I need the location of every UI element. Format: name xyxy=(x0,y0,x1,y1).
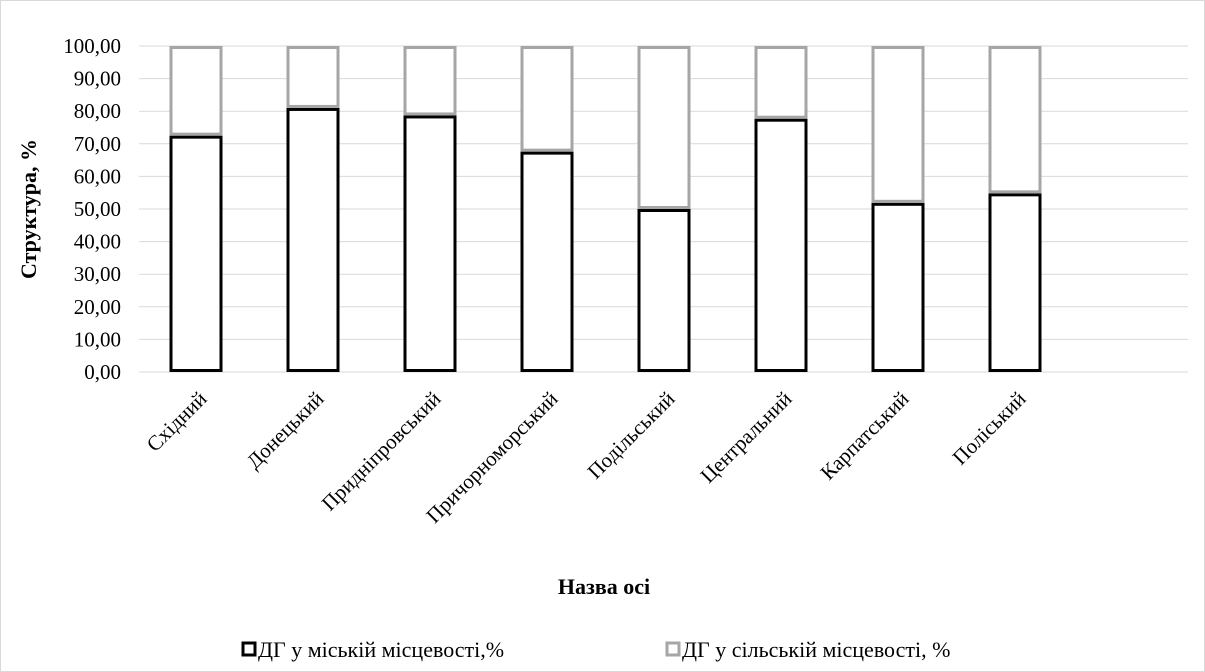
legend-swatch-urban xyxy=(241,641,257,657)
y-tick-label: 80,00 xyxy=(74,99,121,123)
y-tick-label: 60,00 xyxy=(74,164,121,188)
bar-rural xyxy=(988,46,1042,194)
y-axis-title: Структура, % xyxy=(16,139,41,279)
bar-urban xyxy=(988,193,1042,372)
bar-urban xyxy=(637,209,691,372)
x-tick-label: Донецький xyxy=(242,387,329,474)
x-tick-label: Східний xyxy=(142,387,212,457)
bar-urban xyxy=(169,135,223,372)
bar-rural xyxy=(754,46,808,119)
x-tick-label: Поліський xyxy=(948,387,1031,470)
x-axis-title: Назва осі xyxy=(558,574,650,599)
x-tick-label: Подільський xyxy=(583,387,680,484)
y-tick-label: 20,00 xyxy=(74,295,121,319)
bar-urban xyxy=(403,115,457,372)
y-tick-labels: 0,00 10,00 20,00 30,00 40,00 50,00 60,00 70,00 8… xyxy=(63,34,121,384)
y-tick-label: 50,00 xyxy=(74,197,121,221)
bar-urban xyxy=(871,202,925,372)
bar-rural xyxy=(403,46,457,116)
x-tick-label: Причорноморський xyxy=(421,387,562,528)
bar-rural xyxy=(637,46,691,209)
x-tick-labels: Східний ДонецькийПридніпровськийПричорном… xyxy=(142,387,1031,528)
x-tick-label: Центральний xyxy=(695,387,796,488)
legend-label-urban: ДГ у міській місцевості,% xyxy=(258,637,504,662)
legend-label-rural: ДГ у сільській місцевості, % xyxy=(682,637,950,662)
bar-rural xyxy=(286,46,340,108)
y-tick-label: 30,00 xyxy=(74,262,121,286)
bar-rural xyxy=(169,46,223,136)
bars xyxy=(169,46,1042,372)
x-tick-label: Карпатський xyxy=(816,387,914,485)
bar-rural xyxy=(520,46,574,152)
y-tick-label: 100,00 xyxy=(63,34,121,58)
y-tick-label: 70,00 xyxy=(74,132,121,156)
y-tick-label: 40,00 xyxy=(74,230,121,254)
legend-swatch-rural xyxy=(665,641,681,657)
bar-rural xyxy=(871,46,925,203)
bar-urban xyxy=(286,107,340,372)
bar-urban xyxy=(520,151,574,372)
x-tick-label: Придніпровський xyxy=(317,387,446,516)
y-tick-label: 0,00 xyxy=(84,360,121,384)
bar-urban xyxy=(754,118,808,372)
y-tick-label: 90,00 xyxy=(74,67,121,91)
legend: ДГ у міській місцевості,% ДГ у сільській… xyxy=(241,637,950,662)
y-tick-label: 10,00 xyxy=(74,327,121,351)
